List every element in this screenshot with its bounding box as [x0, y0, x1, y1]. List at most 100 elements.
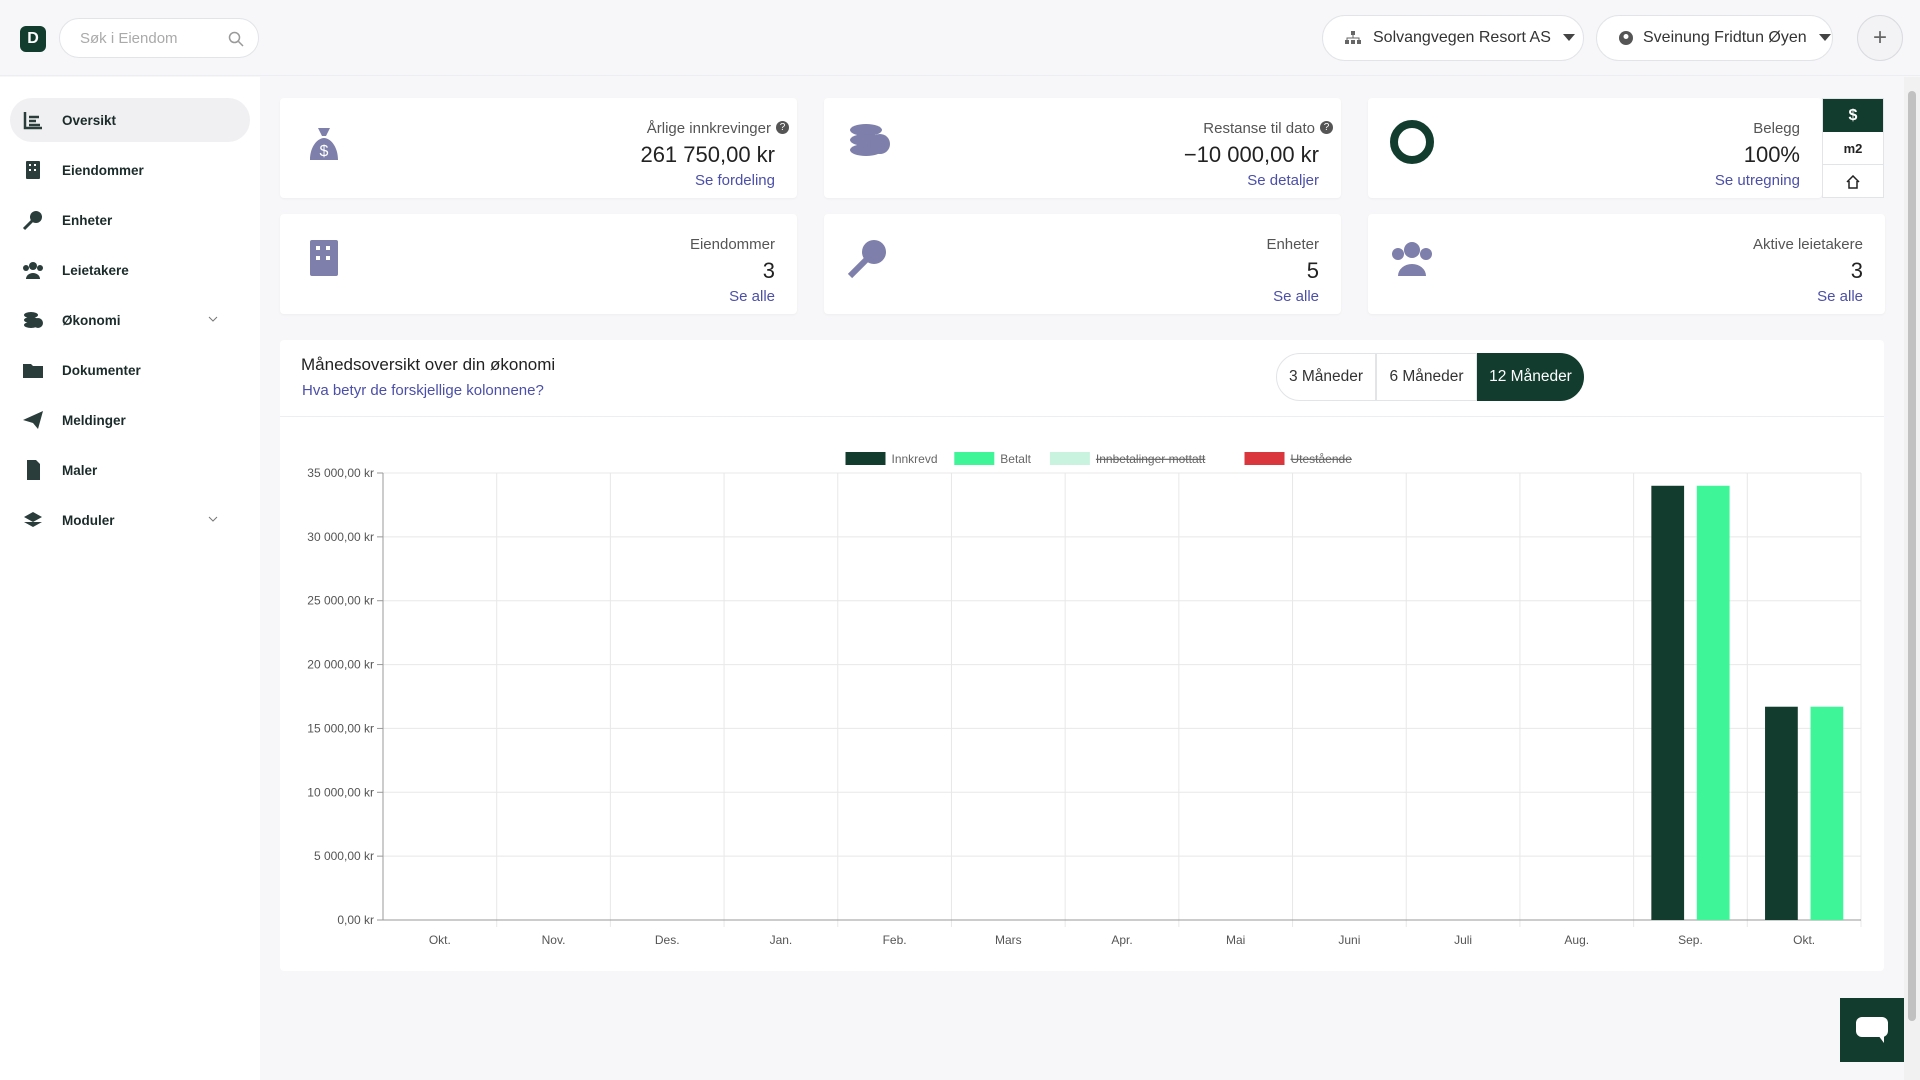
- help-icon: ?: [776, 121, 789, 134]
- nav-label: Eiendommer: [62, 162, 144, 178]
- range-button[interactable]: 3 Måneder: [1276, 353, 1376, 401]
- y-tick-label: 10 000,00 kr: [307, 785, 374, 799]
- icon: [24, 312, 43, 328]
- toggle-option[interactable]: [1823, 165, 1883, 198]
- card-link[interactable]: Se utregning: [1714, 172, 1800, 189]
- legend-label[interactable]: Innbetalinger mottatt: [1096, 452, 1206, 466]
- range-button[interactable]: 12 Måneder: [1477, 353, 1584, 401]
- icon: [1392, 242, 1432, 276]
- logo[interactable]: D: [20, 26, 46, 52]
- stat-card: $ Årlige innkrevinger 261 750,00 kr Se ford…: [280, 98, 797, 198]
- card-link[interactable]: Se alle: [729, 288, 775, 305]
- toggle-option[interactable]: $: [1823, 99, 1883, 132]
- nav-item[interactable]: Enheter: [10, 198, 250, 242]
- x-tick-label: Juli: [1454, 933, 1472, 947]
- card-label: Belegg: [1753, 120, 1800, 137]
- nav-label: Moduler: [62, 512, 115, 528]
- card-value: 261 750,00 kr: [640, 142, 775, 167]
- nav-label: Oversikt: [62, 112, 117, 128]
- nav-label: Dokumenter: [62, 362, 141, 378]
- search-icon: [228, 31, 244, 47]
- toggle-option[interactable]: m2: [1823, 132, 1883, 165]
- search-placeholder: Søk i Eiendom: [80, 29, 178, 47]
- legend-label[interactable]: Betalt: [1000, 452, 1031, 466]
- panel-title: Månedsoversikt over din økonomi: [301, 355, 556, 374]
- x-tick-label: Des.: [655, 933, 680, 947]
- legend-swatch: [845, 452, 886, 465]
- nav-item[interactable]: Moduler: [10, 498, 250, 542]
- user-select[interactable]: Sveinung Fridtun Øyen: [1596, 15, 1833, 61]
- card-link[interactable]: Se detaljer: [1247, 172, 1319, 189]
- card-label: Restanse til dato: [1203, 120, 1315, 137]
- card-value: 3: [762, 258, 775, 283]
- card-value: 100%: [1743, 142, 1800, 167]
- bar: [1651, 485, 1685, 920]
- add-button[interactable]: +: [1857, 15, 1903, 61]
- user-name: Sveinung Fridtun Øyen: [1643, 29, 1807, 46]
- card-link[interactable]: Se fordeling: [694, 172, 775, 189]
- x-tick-label: Juni: [1338, 933, 1360, 947]
- chat-button[interactable]: [1840, 998, 1904, 1062]
- x-tick-label: Mars: [995, 933, 1022, 947]
- card-icon: [302, 236, 346, 285]
- caret: [1818, 34, 1831, 41]
- nav-item[interactable]: Oversikt: [10, 98, 250, 142]
- stat-card: Aktive leietakere 3 Se alle: [1368, 214, 1885, 314]
- y-tick-label: 5 000,00 kr: [314, 849, 374, 863]
- legend-swatch: [954, 452, 995, 465]
- company-select[interactable]: Solvangvegen Resort AS: [1322, 15, 1584, 61]
- range-button[interactable]: 6 Måneder: [1376, 353, 1477, 401]
- card-link[interactable]: Se alle: [1817, 288, 1863, 305]
- y-tick-label: 30 000,00 kr: [307, 530, 374, 544]
- y-tick-label: 20 000,00 kr: [307, 658, 374, 672]
- icon: [847, 240, 886, 279]
- sidebar: Oversikt Eiendommer Enheter Leietakere Økono…: [0, 77, 260, 1080]
- help-link[interactable]: Hva betyr de forskjellige kolonnene?: [302, 382, 544, 399]
- nav-item[interactable]: Økonomi: [10, 298, 250, 342]
- nav-item[interactable]: Maler: [10, 448, 250, 492]
- bar: [1810, 706, 1844, 920]
- nav-item[interactable]: Eiendommer: [10, 148, 250, 192]
- x-tick-label: Mai: [1226, 933, 1245, 947]
- card-label: Enheter: [1266, 236, 1319, 253]
- nav-label: Økonomi: [62, 312, 121, 328]
- nav-label: Enheter: [62, 212, 113, 228]
- scroll-thumb[interactable]: [1908, 91, 1916, 1021]
- stat-card: Eiendommer 3 Se alle: [280, 214, 797, 314]
- bar: [1765, 706, 1798, 920]
- icon: [27, 460, 40, 480]
- icon: [23, 262, 43, 279]
- nav-label: Meldinger: [62, 412, 126, 428]
- card-link[interactable]: Se alle: [1273, 288, 1319, 305]
- card-label: Eiendommer: [689, 236, 775, 253]
- icon: [26, 161, 40, 179]
- icon: [23, 364, 43, 378]
- chart-panel: Månedsoversikt over din økonomi Hva bety…: [280, 340, 1884, 971]
- card-label: Årlige innkrevinger: [646, 120, 771, 137]
- nav-item[interactable]: Leietakere: [10, 248, 250, 292]
- org-icon: [1345, 31, 1361, 44]
- company-name: Solvangvegen Resort AS: [1373, 29, 1551, 46]
- help-icon: ?: [1320, 121, 1333, 134]
- legend-label[interactable]: Innkrevd: [892, 452, 938, 466]
- icon: [23, 112, 42, 130]
- y-tick-label: 15 000,00 kr: [307, 721, 374, 735]
- legend-label[interactable]: Utestående: [1291, 452, 1353, 466]
- legend-swatch: [1244, 452, 1285, 465]
- icon: [23, 411, 43, 429]
- nav-label: Leietakere: [62, 262, 129, 278]
- x-tick-label: Nov.: [542, 933, 566, 947]
- chat-icon: [1856, 1017, 1888, 1043]
- card-icon: [1390, 120, 1434, 169]
- legend-swatch: [1049, 452, 1090, 465]
- x-tick-label: Aug.: [1564, 933, 1589, 947]
- y-tick-label: 35 000,00 kr: [307, 466, 374, 480]
- caret: [1562, 34, 1575, 41]
- expand-caret: [196, 512, 236, 527]
- x-tick-label: Feb.: [883, 933, 907, 947]
- search-box[interactable]: Søk i Eiendom: [59, 18, 259, 58]
- card-value: 5: [1306, 258, 1319, 283]
- nav-item[interactable]: Dokumenter: [10, 348, 250, 392]
- nav-item[interactable]: Meldinger: [10, 398, 250, 442]
